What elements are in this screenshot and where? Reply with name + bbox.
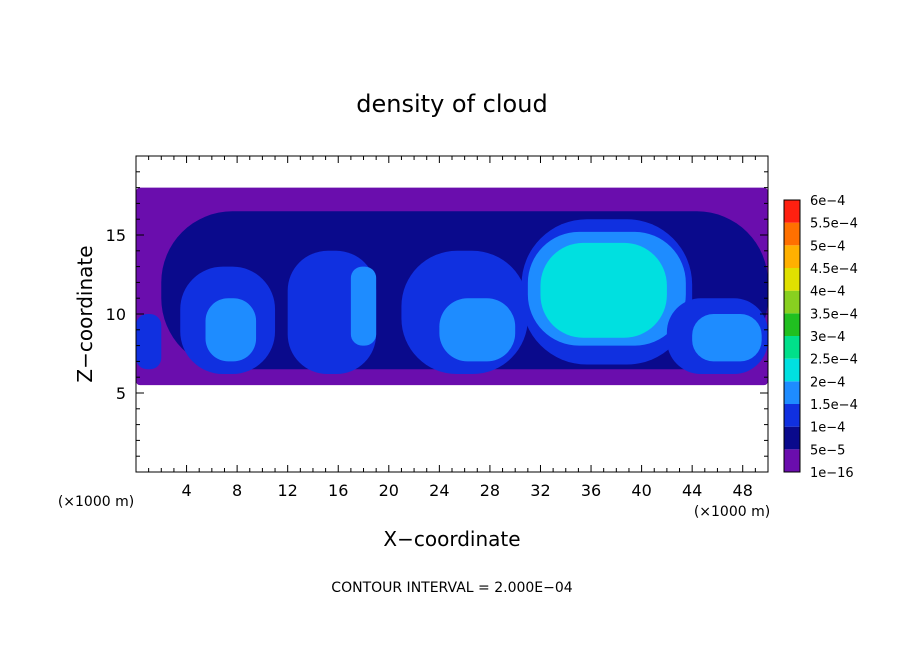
colorbar-label: 3e−4 [810,330,845,345]
x-tick-label: 24 [429,481,449,500]
x-tick-label: 16 [328,481,348,500]
colorbar-swatch [784,381,800,404]
x-tick-label: 8 [232,481,242,500]
plot-area [136,187,768,386]
colorbar-swatch [784,290,800,314]
y-tick-label: 10 [106,305,126,324]
x-tick-label: 48 [733,481,753,500]
colorbar-label: 5e−4 [810,239,845,254]
x-tick-label: 4 [181,481,191,500]
x-tick-label: 32 [530,481,550,500]
colorbar-swatch [784,358,800,382]
y-axis-ticks: 5 10 15 [106,171,768,457]
x-tick-label: 12 [278,481,298,500]
colorbar-swatch [784,245,800,268]
contour-region [350,266,377,346]
colorbar-label: 4e−4 [810,285,845,300]
contour-region [136,314,162,370]
y-axis-label: Z−coordinate [73,245,97,382]
colorbar-frame [783,199,801,473]
colorbar-swatch [784,268,800,291]
y-tick-label: 5 [116,384,126,403]
contour-region [439,298,516,362]
colorbar-swatch [784,200,800,223]
chart-title: density of cloud [356,90,547,118]
colorbar-swatch [784,222,800,246]
contour-region [205,298,257,362]
colorbar-swatch [784,336,800,359]
colorbar-label: 2.5e−4 [810,353,858,368]
colorbar-label: 1.5e−4 [810,398,858,413]
x-axis-label: X−coordinate [383,527,520,551]
colorbar-label: 2e−4 [810,375,845,390]
colorbar-label: 1e−16 [810,466,854,481]
colorbar-swatch [784,404,800,427]
y-tick-label: 15 [106,226,126,245]
x-tick-label: 28 [480,481,500,500]
contour-region [692,314,762,362]
colorbar-swatch [784,449,800,472]
contour-interval-footer: CONTOUR INTERVAL = 2.000E−04 [331,580,572,596]
x-tick-label: 20 [379,481,399,500]
x-tick-label: 40 [631,481,651,500]
x-axis-ticks: 4 8 12 16 20 24 28 32 36 40 44 48 [148,156,756,500]
x-unit-label-right: (×1000 m) [694,504,770,520]
colorbar: 1e−16 5e−5 1e−4 1.5e−4 2e−4 2.5e−4 3e−4 3.5e−4 4… [783,194,858,481]
contour-region [540,242,667,338]
colorbar-swatch [784,426,800,450]
colorbar-label: 4.5e−4 [810,262,858,277]
x-unit-label-left: (×1000 m) [58,494,134,510]
colorbar-label: 3.5e−4 [810,307,858,322]
colorbar-label: 5e−5 [810,443,845,458]
colorbar-swatch [784,313,800,336]
x-tick-label: 36 [581,481,601,500]
colorbar-label: 6e−4 [810,194,845,209]
colorbar-label: 1e−4 [810,421,845,436]
colorbar-label: 5.5e−4 [810,217,858,232]
x-tick-label: 44 [682,481,702,500]
